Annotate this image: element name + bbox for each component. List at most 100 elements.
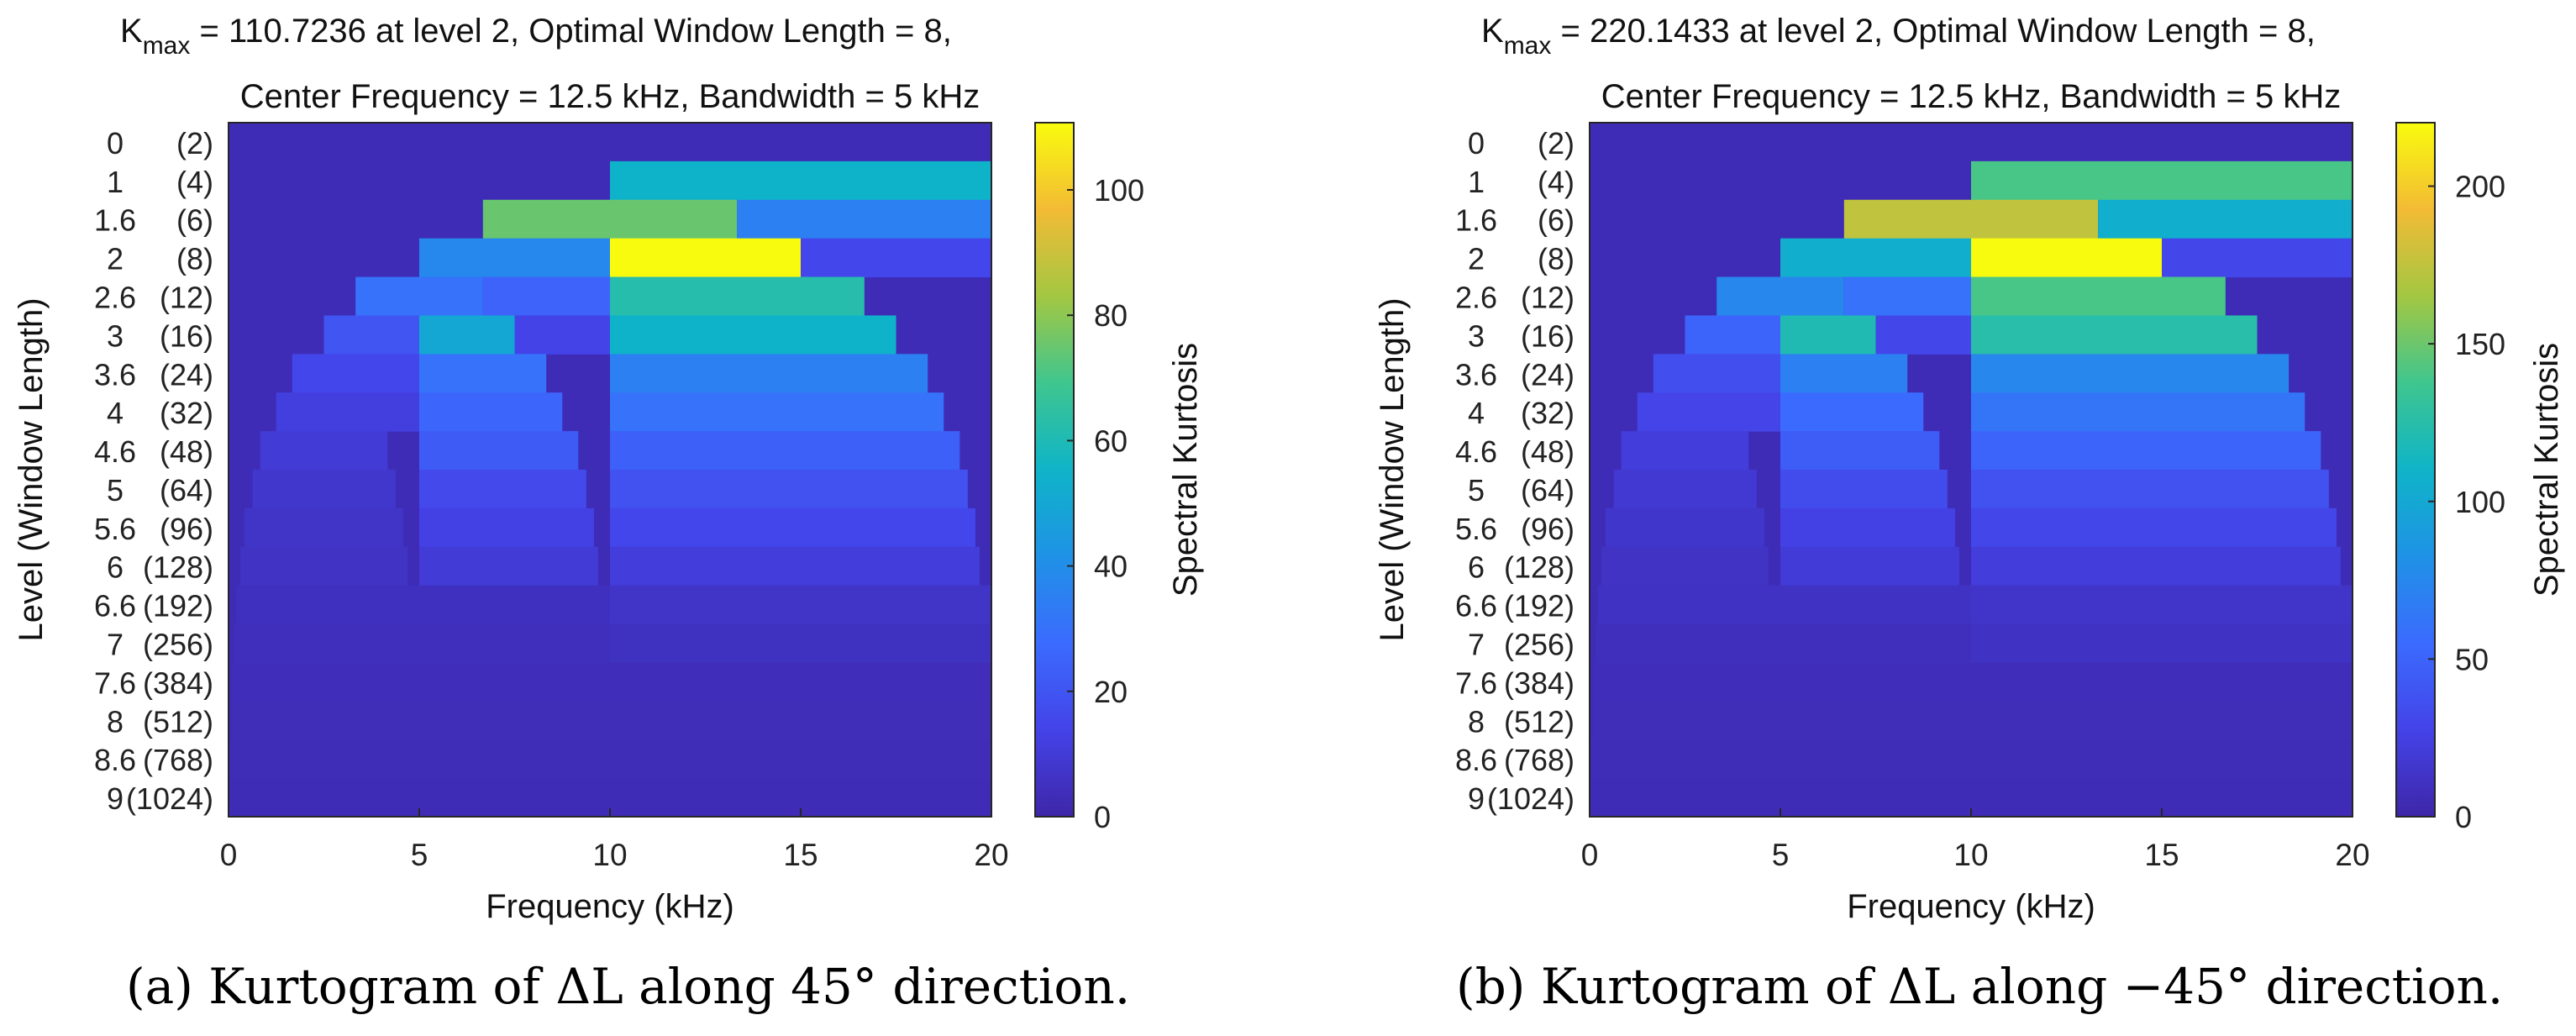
x-tick-label: 15 xyxy=(783,838,817,872)
heatmap-cell xyxy=(1971,160,2353,201)
y-tick-window-label: (8) xyxy=(1538,242,1575,276)
x-tick-label: 20 xyxy=(2335,838,2369,872)
heatmap-cell xyxy=(610,160,991,201)
title-kmax-value: = 220.1433 at level 2, Optimal Window Le… xyxy=(1551,13,2315,50)
y-tick-level-label: 3 xyxy=(1468,318,1485,353)
heatmap-cell xyxy=(610,585,991,625)
y-tick-window-label: (64) xyxy=(160,473,213,507)
heatmap-cell xyxy=(1971,470,2329,509)
heatmap-cell xyxy=(610,431,960,471)
y-tick-window-label: (4) xyxy=(176,165,213,199)
chart-title-line2: Center Frequency = 12.5 kHz, Bandwidth =… xyxy=(240,78,980,115)
heatmap-cell xyxy=(1780,354,1908,393)
heatmap-cell xyxy=(260,431,388,471)
y-tick-level-label: 8 xyxy=(1468,704,1485,739)
kurtogram-panel-b: Kmax = 220.1433 at level 2, Optimal Wind… xyxy=(1374,13,2565,925)
y-tick-level-label: 8 xyxy=(107,704,124,739)
heatmap-cell xyxy=(1971,585,2353,625)
heatmap-cell xyxy=(244,507,403,548)
colorbar-tick-label: 50 xyxy=(2455,642,2489,676)
y-tick-level-label: 0 xyxy=(107,126,124,160)
heatmap-cell xyxy=(737,199,991,239)
heatmap-cell xyxy=(419,392,563,432)
y-tick-level-label: 6.6 xyxy=(1455,589,1497,623)
y-tick-window-label: (6) xyxy=(1538,203,1575,238)
heatmap-cell xyxy=(482,199,738,239)
y-tick-level-label: 8.6 xyxy=(1455,743,1497,777)
y-tick-window-label: (32) xyxy=(1521,396,1575,430)
y-tick-level-label: 2.6 xyxy=(94,281,136,315)
y-tick-window-label: (12) xyxy=(1521,281,1575,315)
heatmap-cell xyxy=(1971,392,2305,432)
colorbar-tick-label: 200 xyxy=(2455,170,2505,204)
y-tick-window-label: (128) xyxy=(143,550,213,585)
x-tick-label: 15 xyxy=(2144,838,2179,872)
heatmap-cell xyxy=(610,507,975,548)
y-tick-level-label: 4 xyxy=(107,396,124,430)
heatmap-cell xyxy=(1971,276,2226,316)
heatmap-cell xyxy=(482,276,610,316)
y-tick-level-label: 2 xyxy=(107,242,124,276)
heatmap-cell xyxy=(1613,470,1757,509)
heatmap-cell xyxy=(1780,507,1955,548)
y-tick-level-label: 1 xyxy=(1468,165,1485,199)
y-tick-window-label: (128) xyxy=(1504,550,1575,585)
y-tick-level-label: 9 xyxy=(1468,781,1485,816)
colorbar-tick-label: 20 xyxy=(1094,675,1128,709)
heatmap-cell xyxy=(801,238,991,278)
heatmap-cell xyxy=(232,662,991,702)
y-axis-label: Level (Window Length) xyxy=(1374,297,1411,641)
x-tick-label: 0 xyxy=(1581,838,1599,872)
heatmap-cell xyxy=(1780,392,1924,432)
heatmap-cell xyxy=(1971,507,2337,548)
colorbar-tick-label: 100 xyxy=(1094,173,1144,208)
colorbar-tick-label: 0 xyxy=(2455,800,2472,834)
x-tick-label: 20 xyxy=(974,838,1008,872)
y-tick-level-label: 6 xyxy=(1468,550,1485,585)
colorbar-tick-label: 80 xyxy=(1094,298,1128,333)
heatmap-cell xyxy=(1971,431,2321,471)
colorbar xyxy=(1034,122,1075,818)
y-tick-level-label: 1.6 xyxy=(1455,203,1497,238)
y-tick-window-label: (96) xyxy=(160,512,213,546)
heatmap-cell xyxy=(1637,392,1780,432)
y-tick-window-label: (384) xyxy=(143,665,213,700)
x-tick-label: 0 xyxy=(220,838,238,872)
y-tick-window-label: (12) xyxy=(160,281,213,315)
title-kmax-symbol: K xyxy=(1481,13,1504,50)
heatmap-cell xyxy=(1716,276,1844,316)
y-axis-label: Level (Window Length) xyxy=(13,297,50,641)
heatmap-cell xyxy=(1621,431,1749,471)
y-tick-window-label: (2) xyxy=(176,126,213,160)
heatmap-cell xyxy=(1971,623,2353,663)
chart-title-line1: Kmax = 110.7236 at level 2, Optimal Wind… xyxy=(120,13,952,60)
y-tick-level-label: 3.6 xyxy=(94,357,136,392)
heatmap-cell xyxy=(1592,701,2353,740)
heatmap-cell xyxy=(230,739,991,779)
heatmap-cell xyxy=(355,276,483,316)
y-tick-level-label: 0 xyxy=(1468,126,1485,160)
heatmap-cell xyxy=(236,585,610,625)
colorbar xyxy=(2395,122,2436,818)
heatmap-cell xyxy=(1780,431,1940,471)
y-tick-level-label: 7 xyxy=(107,628,124,662)
y-tick-window-label: (8) xyxy=(176,242,213,276)
y-tick-window-label: (512) xyxy=(1504,704,1575,739)
y-tick-window-label: (48) xyxy=(1521,434,1575,469)
heatmap-cell xyxy=(292,354,419,393)
x-axis-label: Frequency (kHz) xyxy=(486,888,734,925)
y-tick-level-label: 5 xyxy=(1468,473,1485,507)
y-tick-window-label: (2) xyxy=(1538,126,1575,160)
heatmap-cell xyxy=(419,470,586,509)
heatmap-cell xyxy=(276,392,419,432)
y-tick-window-label: (6) xyxy=(176,203,213,238)
heatmap-cell xyxy=(2098,199,2353,239)
colorbar-tick-label: 60 xyxy=(1094,423,1128,458)
heatmap-cell xyxy=(419,507,594,548)
y-tick-window-label: (32) xyxy=(160,396,213,430)
heatmap-cell xyxy=(610,546,980,586)
title-kmax-subscript: max xyxy=(1504,32,1552,60)
heatmap-cell xyxy=(1843,276,1971,316)
y-tick-window-label: (768) xyxy=(143,743,213,777)
heatmap-cell xyxy=(240,546,407,586)
